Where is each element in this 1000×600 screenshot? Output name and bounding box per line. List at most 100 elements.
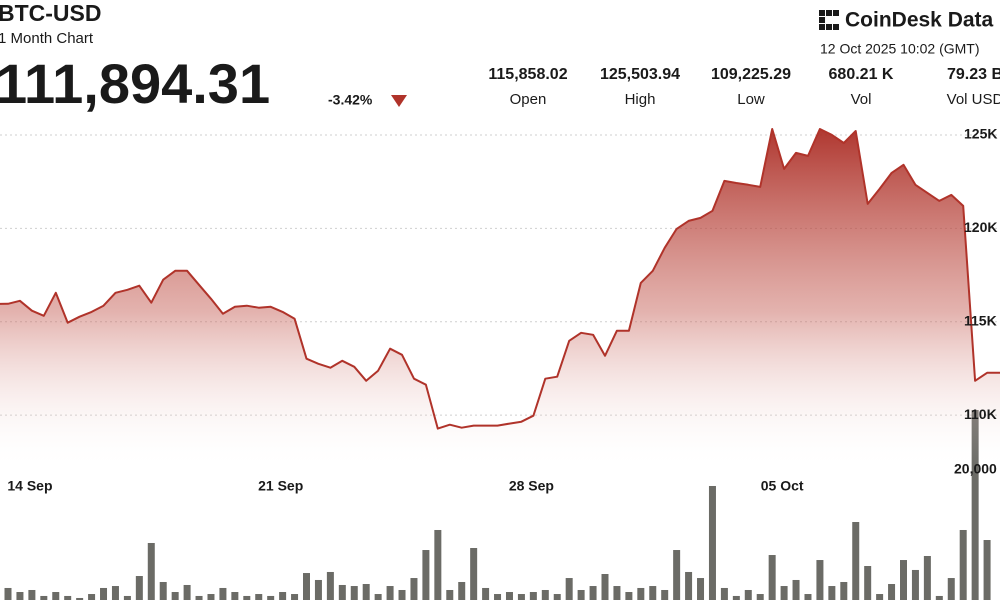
chart-title: BTC-USD	[0, 0, 102, 26]
stat-value: 79.23 B	[947, 66, 1000, 83]
volume-bar	[458, 581, 466, 600]
y2-tick-label: 20,000	[954, 461, 997, 477]
volume-bar	[410, 578, 418, 600]
volume-bar	[983, 540, 991, 600]
volume-bar	[147, 542, 155, 600]
volume-bar	[541, 589, 549, 600]
volume-bar	[171, 592, 179, 600]
change-percent: -3.42%	[328, 92, 373, 108]
volume-bar	[111, 586, 119, 600]
volume-bar	[350, 586, 358, 600]
x-tick-label: 21 Sep	[258, 478, 303, 494]
volume-bar	[697, 578, 705, 600]
volume-bar	[852, 522, 860, 600]
x-tick-label: 28 Sep	[509, 478, 554, 494]
volume-bar	[279, 592, 287, 600]
chart-subtitle: 1 Month Chart	[0, 30, 94, 47]
volume-bar	[876, 594, 884, 600]
y-tick-label: 120K	[964, 219, 997, 235]
y-tick-label: 110K	[964, 406, 997, 422]
volume-bar	[673, 550, 681, 600]
volume-bar	[923, 555, 931, 600]
timestamp: 12 Oct 2025 10:02 (GMT)	[820, 41, 980, 57]
logo-text: CoinDesk Data	[845, 9, 994, 32]
stat-label: Low	[737, 91, 765, 108]
volume-bar	[828, 586, 836, 600]
volume-bar	[338, 584, 346, 600]
volume-bar	[685, 571, 693, 600]
stat-label: High	[625, 91, 656, 108]
volume-bar	[52, 592, 60, 600]
volume-bar	[267, 595, 275, 600]
y-tick-label: 115K	[964, 312, 997, 328]
stat-label: Vol	[851, 91, 872, 108]
down-arrow	[391, 95, 407, 107]
volume-bar	[28, 589, 36, 600]
volume-bar	[649, 586, 657, 600]
volume-bar	[291, 594, 299, 600]
volume-bar	[947, 578, 955, 600]
volume-bar	[362, 584, 370, 600]
volume-bar	[780, 586, 788, 600]
volume-bar	[529, 592, 537, 600]
volume-bar	[494, 594, 502, 600]
volume-bar	[911, 569, 919, 600]
volume-bar	[816, 560, 824, 600]
volume-bar	[374, 594, 382, 600]
stat-value: 125,503.94	[600, 66, 680, 83]
plot-area: 110K 115K 120K 125K 20,000 14 Sep 21 Sep 28 Sep…	[0, 126, 1000, 600]
volume-bar	[482, 587, 490, 600]
stat-value: 109,225.29	[711, 66, 791, 83]
volume-bar	[4, 587, 12, 600]
volume-bar	[195, 595, 203, 600]
stat-value: 115,858.02	[488, 66, 567, 83]
volume-bar	[768, 555, 776, 600]
logo-icon	[819, 10, 839, 30]
stat-label: Vol USD	[947, 91, 1000, 108]
volume-bar	[123, 595, 131, 600]
volume-bar	[64, 595, 72, 600]
volume-bar	[243, 595, 251, 600]
stat-value: 680.21 K	[829, 66, 894, 83]
volume-bar	[565, 578, 573, 600]
y-tick-label: 125K	[964, 126, 997, 142]
volume-bar	[422, 550, 430, 600]
volume-bar	[76, 597, 84, 600]
volume-bar	[935, 595, 943, 600]
price-line	[0, 128, 1000, 430]
volume-bar	[446, 589, 454, 600]
volume-bar	[517, 594, 525, 600]
volume-bar	[744, 589, 752, 600]
volume-bar	[231, 592, 239, 600]
volume-bar	[708, 485, 716, 600]
volume-bar	[303, 573, 310, 600]
volume-bar	[16, 592, 24, 600]
header: BTC-USD 1 Month Chart 111,894.31 -3.42% …	[0, 0, 1000, 115]
volume-bar	[553, 594, 561, 600]
volume-bar	[792, 579, 800, 600]
volume-bar	[326, 571, 334, 600]
volume-bar	[398, 589, 406, 600]
volume-bar	[900, 560, 907, 600]
volume-bar	[434, 529, 442, 600]
volume-bar	[601, 574, 609, 600]
volume-bar	[219, 587, 227, 600]
volume-bar	[386, 586, 394, 600]
x-tick-label: 05 Oct	[761, 478, 804, 494]
volume-bar	[88, 594, 96, 600]
volume-bar	[255, 594, 263, 600]
volume-bar	[314, 579, 322, 600]
volume-bar	[613, 586, 621, 600]
volume-bar	[625, 592, 633, 600]
x-tick-label: 14 Sep	[7, 478, 52, 494]
volume-bar	[888, 584, 896, 600]
volume-bar	[840, 581, 848, 600]
area-fill	[0, 129, 1000, 470]
stat-label: Open	[510, 91, 547, 108]
volume-bar	[207, 594, 215, 600]
volume-bar	[505, 592, 513, 600]
volume-bar	[470, 548, 478, 600]
volume-bar	[756, 594, 764, 600]
volume-bar	[183, 584, 191, 600]
